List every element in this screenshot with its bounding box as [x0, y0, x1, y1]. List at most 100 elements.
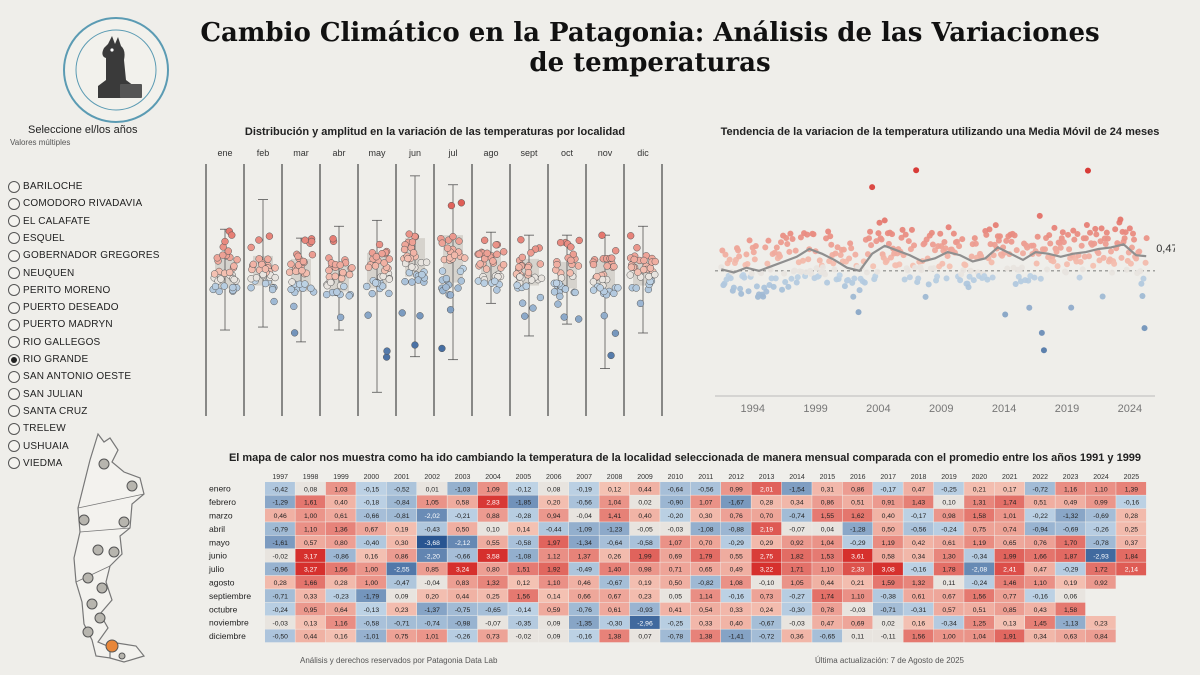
heatmap-cell-value: 0,30 — [699, 513, 712, 520]
radio-button[interactable] — [8, 422, 20, 435]
heatmap-cell — [994, 575, 1025, 589]
data-point — [211, 282, 220, 291]
heatmap-cell — [356, 495, 387, 509]
heatmap-cell — [477, 629, 508, 643]
heatmap-cell-value: -0,52 — [394, 486, 410, 493]
radio-button[interactable] — [8, 180, 20, 193]
monthly-point — [898, 234, 905, 241]
month-label: sept — [520, 148, 538, 158]
data-point — [626, 271, 634, 279]
heatmap-cell-value: 1,01 — [426, 634, 439, 641]
heatmap-year-label: 2020 — [972, 474, 988, 481]
radio-button[interactable] — [8, 440, 20, 452]
radio-button[interactable] — [8, 457, 20, 470]
monthly-point — [941, 238, 948, 245]
heatmap-cell — [903, 549, 934, 562]
heatmap-cell-value: -0,30 — [607, 620, 623, 627]
heatmap-cell — [781, 616, 812, 629]
data-point — [229, 283, 237, 292]
location-option[interactable]: SANTA CRUZ — [8, 403, 88, 420]
heatmap-cell — [386, 495, 417, 509]
heatmap-cell-value: -0,49 — [576, 567, 592, 574]
monthly-point — [789, 236, 796, 243]
location-option[interactable]: NEUQUEN — [8, 265, 74, 282]
location-option[interactable]: GOBERNADOR GREGORES — [8, 247, 160, 264]
year-filter-value[interactable]: Valores múltiples — [10, 138, 71, 147]
heatmap-cell-value: -0,50 — [272, 634, 288, 641]
heatmap-cell — [1055, 602, 1086, 616]
radio-button[interactable] — [8, 336, 20, 349]
radio-button[interactable] — [8, 215, 20, 228]
heatmap-cell-value: -0,66 — [364, 513, 380, 520]
heatmap-cell — [386, 575, 417, 589]
heatmap-cell-value: 1,82 — [790, 553, 803, 560]
heatmap-cell-value: 0,24 — [760, 607, 773, 614]
radio-button[interactable] — [8, 405, 20, 418]
heatmap-cell-value: 0,67 — [608, 594, 621, 601]
heatmap-cell — [447, 602, 478, 616]
heatmap-cell-value: 1,84 — [1125, 553, 1138, 560]
heatmap-cell — [477, 508, 508, 522]
monthly-point — [819, 264, 826, 271]
heatmap-cell-value: -0,65 — [485, 607, 501, 614]
radio-button[interactable] — [8, 353, 20, 366]
location-option[interactable]: EL CALAFATE — [8, 213, 90, 230]
location-label: ESQUEL — [23, 232, 65, 244]
data-point — [553, 260, 561, 269]
location-option[interactable]: ESQUEL — [8, 230, 65, 247]
monthly-point — [1104, 235, 1111, 242]
heatmap-cell-value: -0,76 — [576, 607, 592, 614]
location-option[interactable]: RIO GALLEGOS — [8, 334, 100, 351]
heatmap-cell-value: 0,16 — [334, 634, 347, 641]
heatmap-cell — [1085, 508, 1116, 522]
radio-button[interactable] — [8, 301, 20, 314]
data-point — [651, 257, 659, 266]
heatmap-cell-value: 0,21 — [973, 486, 986, 493]
radio-button[interactable] — [8, 370, 20, 383]
heatmap-cell-value: 3,27 — [304, 567, 317, 574]
radio-button[interactable] — [8, 249, 20, 262]
heatmap-cell-value: 0,34 — [912, 553, 925, 560]
monthly-point — [746, 237, 753, 244]
data-point — [340, 282, 348, 291]
heatmap-cell — [1116, 522, 1147, 536]
heatmap-cell — [538, 549, 569, 562]
heatmap-cell — [842, 629, 873, 643]
location-option[interactable]: PERITO MORENO — [8, 282, 110, 299]
monthly-point — [1057, 244, 1064, 251]
radio-button[interactable] — [8, 284, 20, 297]
radio-button[interactable] — [8, 232, 20, 245]
location-option[interactable]: USHUAIA — [8, 438, 69, 455]
radio-button[interactable] — [8, 267, 20, 279]
radio-button[interactable] — [8, 197, 20, 210]
heatmap-cell — [812, 522, 843, 536]
heatmap-cell-value: -0,21 — [455, 513, 471, 520]
heatmap-cell-value: 1,58 — [973, 513, 986, 520]
heatmap-cell — [660, 616, 691, 629]
heatmap-cell — [447, 562, 478, 576]
location-option[interactable]: SAN JULIAN — [8, 386, 83, 403]
radio-button[interactable] — [8, 318, 20, 331]
heatmap-cell-value: -0,42 — [272, 486, 288, 493]
location-option[interactable]: PUERTO DESEADO — [8, 299, 119, 316]
heatmap-cell — [660, 508, 691, 522]
monthly-point — [939, 260, 946, 267]
heatmap-cell — [1116, 562, 1147, 576]
heatmap-cell — [325, 562, 356, 576]
monthly-point — [1131, 236, 1138, 243]
monthly-point — [778, 239, 784, 246]
footer-rights: Análisis y derechos reservados por Patag… — [300, 656, 498, 665]
radio-button[interactable] — [8, 388, 20, 401]
location-option[interactable]: PUERTO MADRYN — [8, 316, 113, 333]
location-option[interactable]: SAN ANTONIO OESTE — [8, 368, 131, 385]
location-option[interactable]: TRELEW — [8, 420, 66, 437]
location-option[interactable]: VIEDMA — [8, 455, 63, 472]
location-option[interactable]: BARILOCHE — [8, 178, 83, 195]
data-point — [574, 262, 583, 270]
monthly-point — [942, 245, 949, 252]
location-option[interactable]: COMODORO RIVADAVIA — [8, 195, 142, 212]
monthly-point — [1117, 216, 1124, 223]
location-option[interactable]: RIO GRANDE — [8, 351, 88, 368]
heatmap-cell-value: 0,44 — [304, 634, 317, 641]
heatmap-cell — [964, 629, 995, 643]
